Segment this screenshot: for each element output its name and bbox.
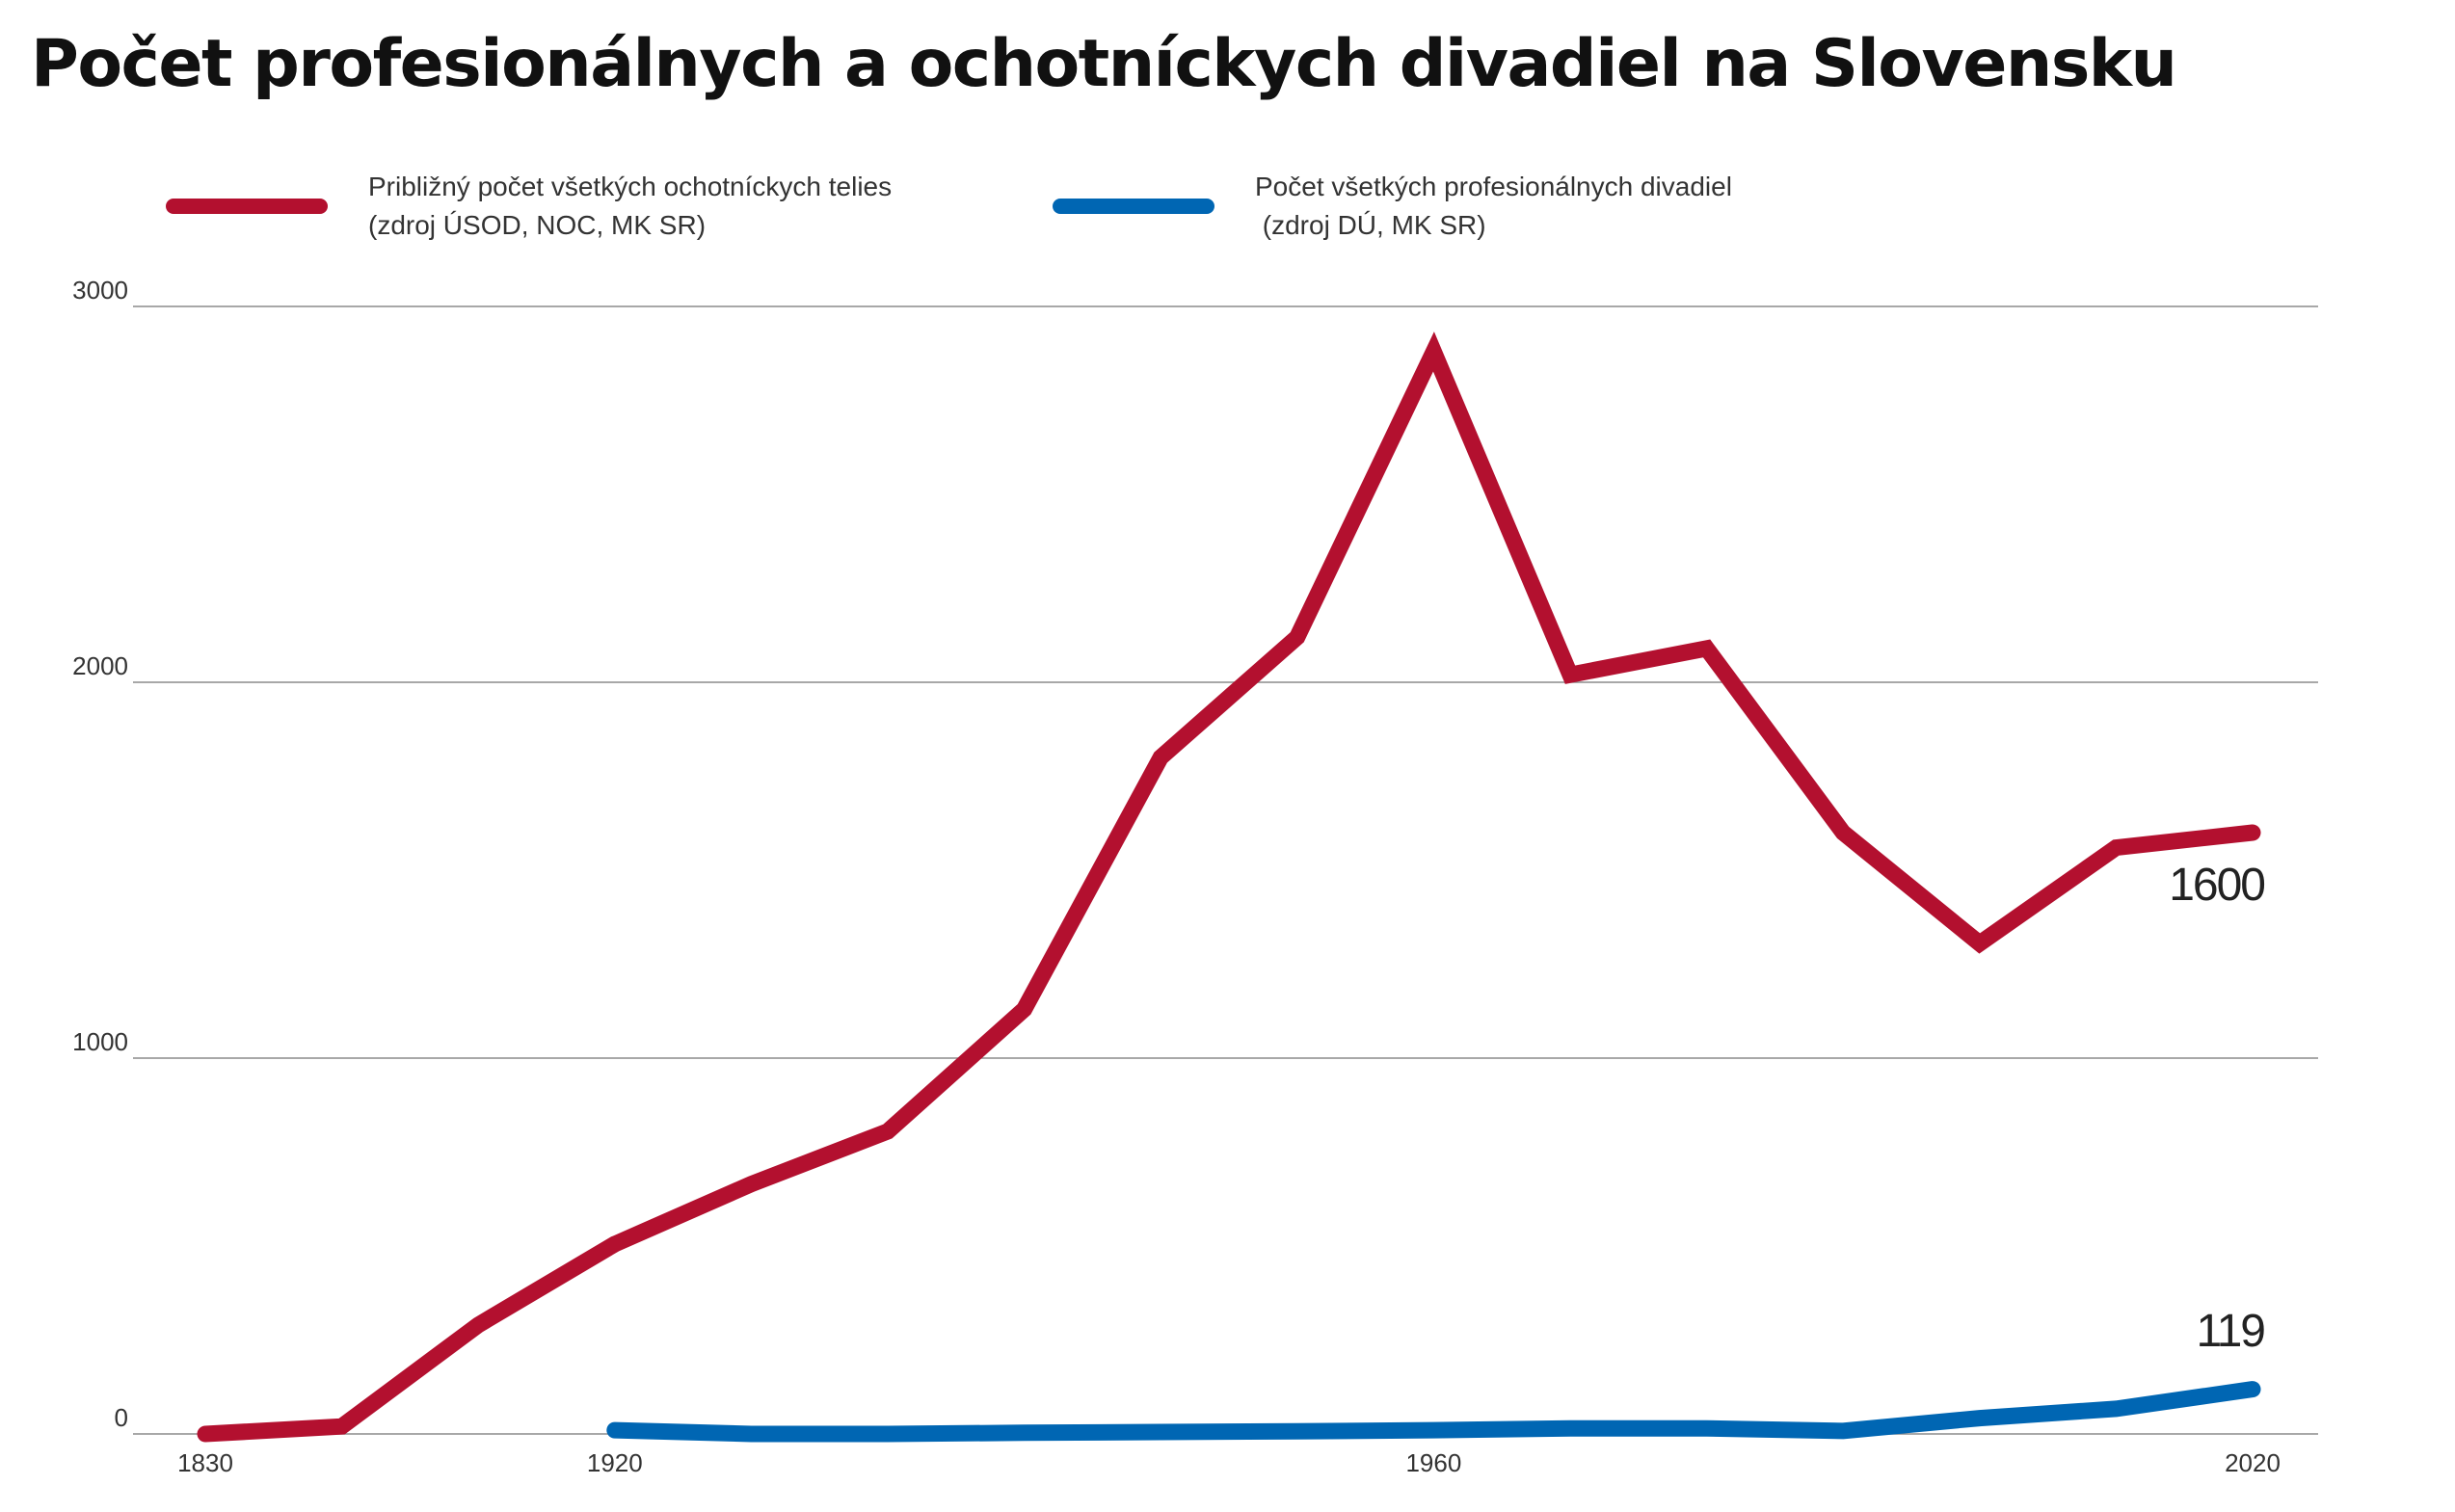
data-label-professional-end: 119 xyxy=(2196,1306,2264,1357)
legend-label-amateur: Približný počet všetkých ochotníckych te… xyxy=(368,168,892,245)
chart-title: Počet profesionálnych a ochotníckych div… xyxy=(31,26,2177,102)
series-layer xyxy=(197,332,2261,1443)
data-label-amateur-end: 1600 xyxy=(2169,860,2264,911)
x-tick-label: 1830 xyxy=(177,1448,233,1477)
y-tick-label: 0 xyxy=(115,1403,128,1432)
series-line-professional xyxy=(606,1381,2261,1443)
legend-swatch-amateur xyxy=(166,199,328,214)
y-tick-label: 1000 xyxy=(72,1027,128,1056)
legend-swatch-professional xyxy=(1053,199,1214,214)
legend-label-amateur-line1: Približný počet všetkých ochotníckych te… xyxy=(368,172,893,201)
legend-label-professional-source: (zdroj DÚ, MK SR) xyxy=(1255,210,1486,240)
legend-label-professional: Počet všetkých profesionálnych divadiel … xyxy=(1255,168,1732,245)
series-line-amateur xyxy=(197,332,2261,1443)
y-tick-label: 2000 xyxy=(72,651,128,680)
label-layer: 1600 119 xyxy=(2169,860,2266,1357)
grid-layer xyxy=(133,305,2318,1435)
y-tick-label: 3000 xyxy=(72,276,128,305)
x-tick-label: 1920 xyxy=(587,1448,643,1477)
legend-label-amateur-source: (zdroj ÚSOD, NOC, MK SR) xyxy=(368,210,707,240)
axis-layer: 0 1000 2000 3000 1830 1920 1960 2020 xyxy=(72,276,2281,1477)
legend-label-professional-line1: Počet všetkých profesionálnych divadiel xyxy=(1255,172,1732,201)
x-tick-label: 1960 xyxy=(1405,1448,1461,1477)
x-tick-label: 2020 xyxy=(2225,1448,2281,1477)
